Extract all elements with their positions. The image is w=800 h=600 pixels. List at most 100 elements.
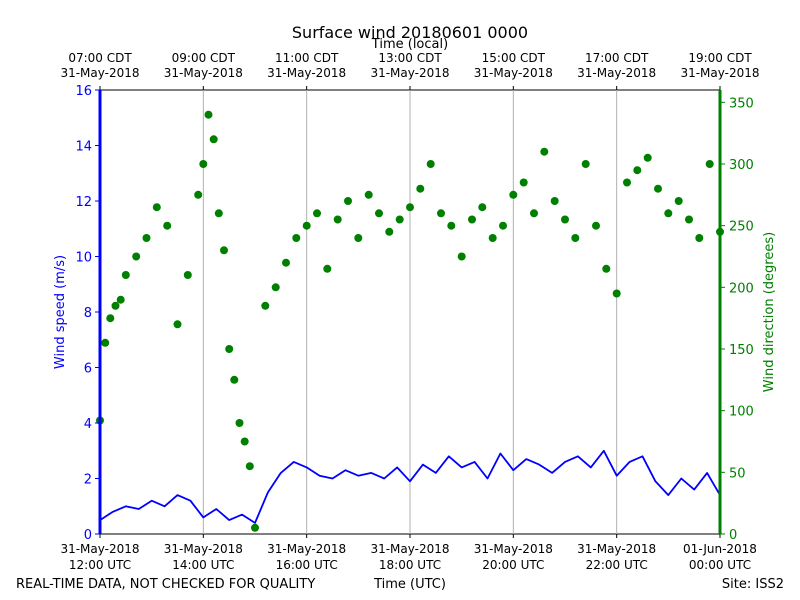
wind-direction-point [302, 221, 311, 230]
wind-direction-point [163, 221, 172, 230]
wind-direction-point [488, 234, 497, 242]
wind-direction-point [204, 110, 213, 119]
top-tick-label-date: 31-May-2018 [370, 66, 449, 80]
left-tick-label: 16 [75, 84, 92, 99]
top-tick-label-time: 07:00 CDT [68, 51, 132, 65]
left-tick-label: 14 [75, 140, 92, 155]
wind-speed-series [99, 449, 721, 524]
wind-direction-point [550, 197, 559, 205]
top-tick-label-time: 11:00 CDT [275, 51, 339, 65]
wind-direction-point [323, 264, 332, 273]
top-tick-label-date: 31-May-2018 [474, 66, 553, 80]
right-tick-label: 100 [729, 405, 754, 420]
right-tick-label: 300 [729, 158, 754, 173]
right-tick-label: 200 [729, 281, 754, 296]
wind-direction-point [111, 301, 120, 310]
bottom-tick-label-date: 31-May-2018 [577, 542, 656, 556]
wind-direction-point [592, 221, 600, 230]
wind-direction-point [406, 203, 414, 212]
top-tick-label-date: 31-May-2018 [60, 66, 139, 80]
wind-direction-point [333, 215, 342, 224]
wind-direction-point [194, 190, 203, 199]
wind-direction-point [602, 264, 611, 273]
wind-direction-point [245, 462, 254, 471]
wind-direction-point [251, 523, 259, 532]
wind-direction-point [395, 215, 404, 224]
wind-direction-point [230, 375, 239, 384]
bottom-tick-label-time: 16:00 UTC [276, 558, 338, 572]
vertical-gridlines [202, 90, 618, 534]
top-tick-label-date: 31-May-2018 [164, 66, 243, 80]
top-axis-label: Time (local) [371, 37, 448, 52]
wind-direction-point [612, 289, 621, 298]
wind-direction-point [509, 190, 518, 199]
top-tick-label-time: 15:00 CDT [482, 51, 546, 65]
top-tick-label-date: 31-May-2018 [577, 66, 656, 80]
left-tick-label: 4 [84, 417, 92, 432]
footer-left-disclaimer: REAL-TIME DATA, NOT CHECKED FOR QUALITY [16, 577, 315, 592]
wind-direction-point [581, 160, 590, 168]
wind-direction-point [530, 209, 538, 218]
wind-direction-point [457, 252, 466, 261]
wind-direction-point [571, 234, 580, 242]
bottom-tick-label-date: 31-May-2018 [164, 542, 243, 556]
top-tick-label-time: 09:00 CDT [172, 51, 236, 65]
wind-direction-point [292, 234, 301, 242]
wind-direction-point [561, 215, 569, 224]
wind-direction-point [674, 197, 683, 205]
wind-direction-point [313, 209, 321, 218]
wind-direction-point [132, 252, 141, 261]
bottom-tick-label-date: 31-May-2018 [267, 542, 346, 556]
wind-direction-point [121, 271, 130, 279]
left-tick-label: 6 [84, 362, 92, 377]
bottom-tick-label-time: 18:00 UTC [379, 558, 441, 572]
wind-direction-point [235, 419, 244, 427]
wind-direction-point [426, 160, 435, 168]
wind-direction-point [416, 184, 425, 193]
wind-direction-point [705, 160, 714, 168]
wind-direction-point [199, 160, 208, 168]
left-tick-label: 10 [75, 251, 92, 266]
wind-direction-point [183, 271, 192, 279]
wind-direction-point [261, 301, 270, 310]
wind-direction-point [385, 227, 394, 236]
wind-direction-point [499, 221, 507, 230]
bottom-tick-label-date: 31-May-2018 [474, 542, 553, 556]
wind-direction-point [225, 345, 234, 353]
wind-direction-point [282, 258, 290, 267]
wind-direction-point [106, 314, 115, 323]
right-tick-label: 50 [729, 466, 746, 481]
wind-direction-point [354, 234, 363, 242]
wind-direction-point [664, 209, 673, 218]
wind-direction-point [654, 184, 662, 193]
wind-direction-point [271, 283, 280, 292]
bottom-tick-label-date: 31-May-2018 [60, 542, 139, 556]
bottom-tick-label-time: 12:00 UTC [69, 558, 131, 572]
right-tick-label: 150 [729, 343, 754, 358]
bottom-tick-label-time: 20:00 UTC [482, 558, 544, 572]
wind-speed-line [99, 449, 721, 524]
left-axis-label: Wind speed (m/s) [53, 255, 68, 369]
wind-direction-point [643, 153, 652, 162]
wind-direction-point [173, 320, 182, 329]
right-axis-label: Wind direction (degrees) [762, 232, 777, 392]
wind-direction-point [478, 203, 487, 212]
wind-direction-point [344, 197, 352, 205]
bottom-tick-label-date: 01-Jun-2018 [683, 542, 757, 556]
top-tick-label-date: 31-May-2018 [267, 66, 346, 80]
left-tick-label: 12 [75, 195, 92, 210]
wind-direction-point [540, 147, 549, 156]
bottom-axis-label: Time (UTC) [373, 577, 446, 592]
right-tick-label: 350 [729, 96, 754, 111]
bottom-tick-label-time: 22:00 UTC [586, 558, 648, 572]
wind-direction-point [375, 209, 383, 218]
right-tick-label: 250 [729, 220, 754, 235]
wind-direction-point [447, 221, 456, 230]
left-tick-label: 8 [84, 306, 92, 321]
bottom-tick-label-time: 14:00 UTC [172, 558, 234, 572]
chart-title: Surface wind 20180601 0000 [292, 23, 528, 42]
bottom-tick-label-date: 31-May-2018 [370, 542, 449, 556]
wind-direction-point [519, 178, 528, 187]
wind-direction-point [240, 437, 249, 446]
